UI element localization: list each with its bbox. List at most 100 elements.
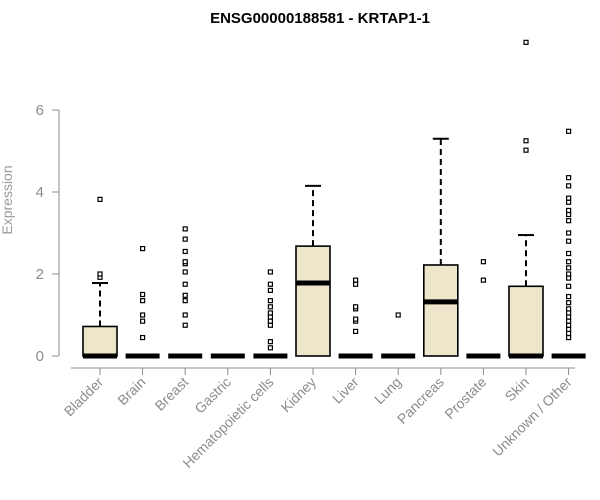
outlier-point (565, 293, 572, 300)
outlier-point (565, 183, 572, 189)
outlier-point (565, 128, 572, 134)
outlier-point (140, 318, 146, 324)
box-iqr (422, 264, 459, 357)
box-hematopoietic-cells (253, 269, 288, 359)
x-tick-label: Kidney (278, 374, 320, 416)
outlier-point (267, 318, 273, 324)
outlier-point (267, 310, 273, 316)
outlier-point (267, 287, 273, 293)
outlier-point (140, 298, 146, 304)
x-tick-label: Unknown / Other (489, 374, 575, 460)
outlier-point (267, 269, 273, 275)
outlier-point (267, 304, 273, 310)
x-tick-label: Skin (502, 374, 533, 405)
outlier-point (182, 259, 188, 265)
box-iqr (508, 285, 544, 357)
outlier-point (182, 298, 188, 304)
outlier-point (565, 300, 572, 306)
box-lung (381, 312, 416, 359)
outlier-point (523, 147, 529, 153)
outlier-point (97, 196, 103, 202)
outlier-point (565, 326, 572, 332)
outlier-point (565, 175, 572, 181)
outlier-point (565, 334, 572, 341)
outlier-point (182, 248, 188, 255)
outlier-point (267, 345, 273, 351)
outlier-point (140, 334, 146, 341)
outlier-point (565, 330, 572, 337)
outlier-point (182, 226, 188, 232)
outlier-point (140, 312, 146, 318)
outlier-point (395, 312, 401, 318)
outlier-point (565, 306, 572, 312)
outlier-point (565, 265, 572, 271)
x-tick-label: Lung (371, 374, 404, 407)
x-tick-label: Brain (114, 374, 148, 408)
outlier-point (182, 292, 188, 298)
y-tick-label: 2 (36, 266, 44, 283)
outlier-point (267, 322, 273, 328)
chart-title: ENSG00000188581 - KRTAP1-1 (210, 10, 430, 27)
outlier-point (267, 281, 273, 287)
box-bladder (82, 196, 118, 359)
box-iqr (82, 325, 118, 357)
box-kidney (295, 184, 331, 357)
y-axis-label: Expression (0, 165, 15, 234)
outlier-point (267, 314, 273, 320)
outlier-point (140, 245, 146, 252)
outlier-point (182, 322, 188, 328)
outlier-point (565, 218, 572, 224)
outlier-point (565, 195, 572, 201)
outlier-point (480, 259, 486, 265)
outlier-point (353, 277, 359, 283)
x-tick-label: Prostate (441, 374, 489, 422)
box-liver (338, 277, 373, 359)
outlier-point (565, 318, 572, 324)
outlier-point (182, 236, 188, 242)
x-tick-label: Liver (329, 374, 362, 407)
y-tick-label: 4 (36, 184, 44, 201)
outlier-point (565, 283, 572, 289)
outlier-point (565, 275, 572, 281)
outlier-point (565, 271, 572, 277)
outlier-point (267, 339, 273, 345)
outlier-point (353, 304, 359, 310)
outlier-point (480, 277, 486, 283)
box-prostate (466, 259, 501, 359)
outlier-point (353, 316, 359, 322)
outlier-point (565, 250, 572, 257)
outlier-point (565, 207, 572, 214)
box-breast (168, 226, 203, 359)
outlier-point (140, 291, 146, 298)
outlier-point (565, 211, 572, 218)
outlier-point (267, 298, 273, 304)
outlier-point (182, 281, 188, 287)
y-tick-label: 6 (36, 102, 44, 119)
outlier-point (565, 310, 572, 316)
box-pancreas (422, 137, 459, 357)
x-tick-label: Bladder (61, 374, 107, 420)
box-unknown-other (551, 128, 586, 359)
outlier-point (565, 314, 572, 320)
outlier-point (523, 39, 529, 45)
outlier-point (353, 281, 359, 287)
outlier-point (565, 238, 572, 244)
box-iqr (295, 245, 331, 357)
box-skin (508, 39, 544, 359)
y-tick-label: 0 (36, 348, 44, 365)
x-tick-label: Breast (151, 374, 191, 414)
outlier-point (565, 259, 572, 265)
outlier-point (97, 271, 103, 277)
outlier-point (565, 322, 572, 328)
outlier-point (565, 199, 572, 205)
x-tick-label: Pancreas (394, 374, 447, 427)
outlier-point (182, 269, 188, 275)
outlier-point (353, 328, 359, 334)
boxes-group (82, 39, 586, 359)
outlier-point (523, 138, 529, 144)
y-ticks: 0 2 4 6 (36, 102, 59, 365)
box-brain (125, 245, 160, 359)
x-tick-label: Gastric (191, 374, 234, 417)
